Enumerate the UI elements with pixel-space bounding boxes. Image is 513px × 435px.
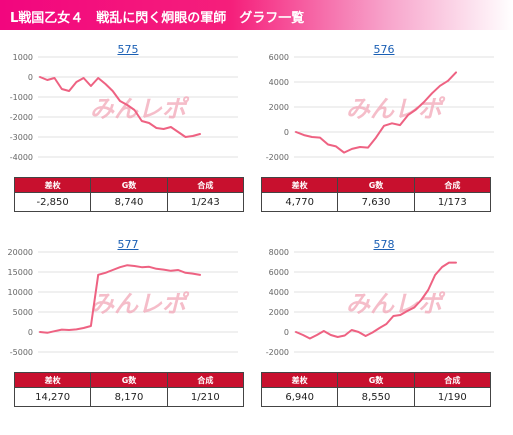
y-tick-label: 5000 <box>13 308 33 317</box>
probability-value: 1/210 <box>166 387 245 407</box>
stats-table: 差枚 G数 合成 -2,850 8,740 1/243 <box>13 177 245 212</box>
stats-table: 差枚 G数 合成 4,770 7,630 1/173 <box>260 177 492 212</box>
y-tick-label: 0 <box>28 328 33 337</box>
y-tick-label: -2000 <box>10 113 33 122</box>
watermark-logo: みんレポ <box>90 290 190 318</box>
y-tick-label: -2000 <box>266 348 289 357</box>
y-tick-label: -1000 <box>10 93 33 102</box>
header-probability: 合成 <box>166 372 245 388</box>
y-tick-label: 6000 <box>269 268 289 277</box>
header-probability: 合成 <box>413 177 492 193</box>
y-tick-label: -4000 <box>10 153 33 162</box>
header-games: G数 <box>90 177 168 193</box>
page-title: L戦国乙女４ 戦乱に閃く炯眼の軍師 グラフ一覧 <box>10 11 305 26</box>
line-chart: 8000 6000 4000 2000 0 -2000 みんレポ <box>266 248 494 357</box>
diff-value: 6,940 <box>260 387 339 407</box>
y-tick-label: 2000 <box>269 308 289 317</box>
header-probability: 合成 <box>166 177 245 193</box>
y-tick-label: 10000 <box>8 288 33 297</box>
header-diff: 差枚 <box>260 177 339 193</box>
y-tick-label: 4000 <box>269 288 289 297</box>
header-games: G数 <box>337 372 415 388</box>
watermark-logo: みんレポ <box>346 95 446 123</box>
machine-number-link[interactable]: 578 <box>373 238 395 251</box>
watermark-logo: みんレポ <box>346 290 446 318</box>
page-header: L戦国乙女４ 戦乱に閃く炯眼の軍師 グラフ一覧 <box>0 0 513 30</box>
data-line <box>39 264 201 334</box>
chart-panel-575: 575 1000 0 -1000 -2000 -3000 -4000 みんレポ 差枚 G数 … <box>0 35 256 240</box>
header-diff: 差枚 <box>13 177 92 193</box>
data-line <box>295 261 457 340</box>
line-chart: 6000 4000 2000 0 -2000 みんレポ <box>266 53 494 162</box>
y-tick-label: 15000 <box>8 268 33 277</box>
header-diff: 差枚 <box>13 372 92 388</box>
header-games: G数 <box>90 372 168 388</box>
y-tick-label: 0 <box>284 128 289 137</box>
y-tick-label: 8000 <box>269 248 289 257</box>
chart-panel-578: 578 8000 6000 4000 2000 0 -2000 みんレポ 差枚 G数 合成 … <box>256 230 512 435</box>
chart-panel-577: 577 20000 15000 10000 5000 0 -5000 みんレポ 差枚 G数 … <box>0 230 256 435</box>
y-tick-label: 6000 <box>269 53 289 62</box>
y-tick-label: -5000 <box>10 348 33 357</box>
y-tick-label: -3000 <box>10 133 33 142</box>
data-line <box>39 76 201 138</box>
header-diff: 差枚 <box>260 372 339 388</box>
probability-value: 1/243 <box>166 192 245 212</box>
games-value: 8,170 <box>90 387 168 407</box>
line-chart: 20000 15000 10000 5000 0 -5000 みんレポ <box>8 248 238 357</box>
y-tick-label: -2000 <box>266 153 289 162</box>
probability-value: 1/190 <box>413 387 492 407</box>
diff-value: 4,770 <box>260 192 339 212</box>
header-games: G数 <box>337 177 415 193</box>
diff-value: -2,850 <box>13 192 92 212</box>
header-probability: 合成 <box>413 372 492 388</box>
machine-number-link[interactable]: 575 <box>117 43 139 56</box>
games-value: 7,630 <box>337 192 415 212</box>
y-tick-label: 20000 <box>8 248 33 257</box>
y-tick-label: 0 <box>28 73 33 82</box>
y-tick-label: 0 <box>284 328 289 337</box>
chart-panel-576: 576 6000 4000 2000 0 -2000 みんレポ 差枚 G数 合成 4,77… <box>256 35 512 240</box>
games-value: 8,550 <box>337 387 415 407</box>
machine-number-link[interactable]: 576 <box>373 43 395 56</box>
games-value: 8,740 <box>90 192 168 212</box>
stats-table: 差枚 G数 合成 6,940 8,550 1/190 <box>260 372 492 407</box>
diff-value: 14,270 <box>13 387 92 407</box>
machine-number-link[interactable]: 577 <box>117 238 139 251</box>
data-line <box>295 71 457 154</box>
stats-table: 差枚 G数 合成 14,270 8,170 1/210 <box>13 372 245 407</box>
y-tick-label: 2000 <box>269 103 289 112</box>
y-tick-label: 4000 <box>269 78 289 87</box>
probability-value: 1/173 <box>413 192 492 212</box>
y-tick-label: 1000 <box>13 53 33 62</box>
